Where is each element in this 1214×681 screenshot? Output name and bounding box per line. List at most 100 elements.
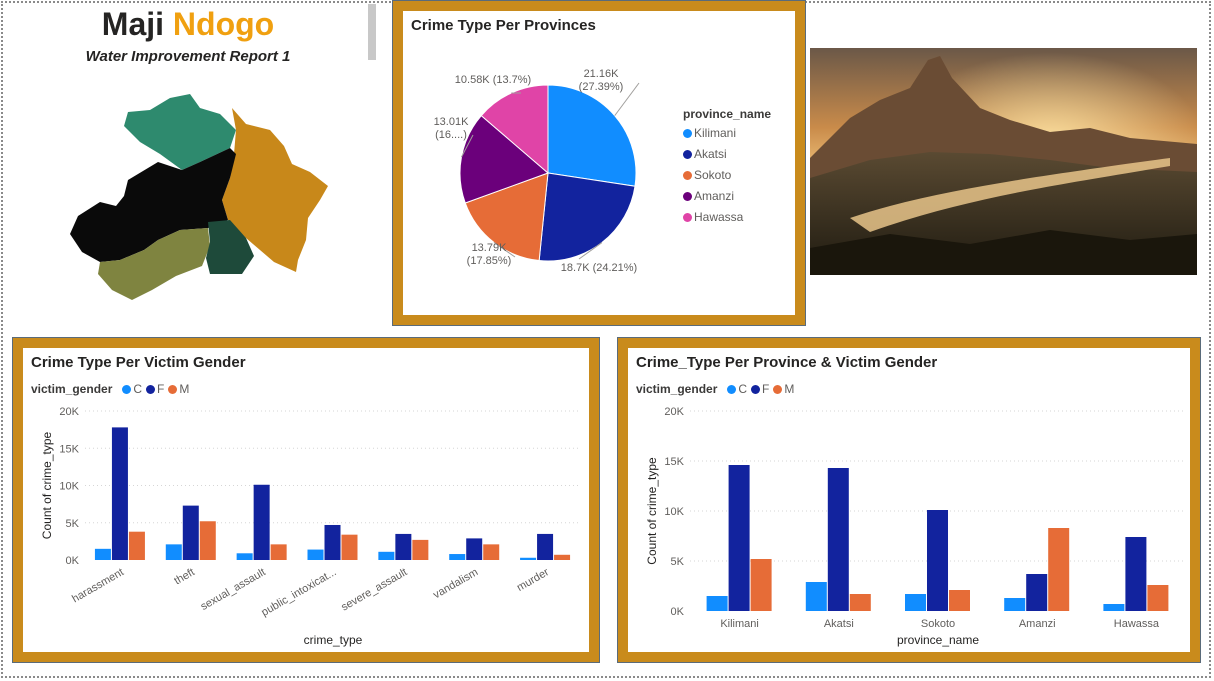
bar2-legend: victim_gender C F M: [636, 382, 794, 396]
bar-C[interactable]: [706, 596, 728, 611]
x-tick-label: Kilimani: [720, 618, 759, 630]
bar-F[interactable]: [1026, 574, 1048, 611]
legend-dot-icon: [773, 385, 783, 395]
bar-M[interactable]: [412, 539, 429, 560]
report-title: Maji Ndogo: [101, 6, 275, 42]
bar-C[interactable]: [378, 551, 395, 560]
legend-label[interactable]: C: [738, 382, 748, 396]
pie-data-label: 18.7K (24.21%): [561, 262, 637, 274]
pie-data-label: 10.58K (13.7%): [455, 74, 531, 86]
bar-F[interactable]: [395, 533, 412, 560]
bar2-title: Crime_Type Per Province & Victim Gender: [636, 354, 938, 371]
bar-F[interactable]: [728, 465, 750, 611]
bar-M[interactable]: [554, 554, 571, 560]
bar-M[interactable]: [849, 594, 871, 611]
legend-label[interactable]: C: [133, 382, 143, 396]
bar-chart-province[interactable]: 0K 5K 10K 15K 20K Kilimani Akatsi Sokoto Amanzi H…: [628, 348, 1192, 654]
pie-data-label: (16....): [435, 129, 467, 141]
bar-chart-crime-type[interactable]: 0K 5K 10K 15K 20K harassment theft sexual_assau…: [23, 348, 591, 654]
pie-legend-label: Akatsi: [694, 147, 727, 161]
bar-C[interactable]: [1103, 604, 1125, 611]
bar-C[interactable]: [520, 557, 537, 560]
bar-F[interactable]: [111, 427, 128, 560]
bar-M[interactable]: [341, 534, 358, 560]
y-tick-label: 20K: [664, 406, 684, 418]
y-tick-label: 0K: [671, 606, 685, 618]
x-tick-label: harassment: [70, 566, 126, 605]
bar-F[interactable]: [537, 533, 554, 560]
bar-F[interactable]: [466, 538, 483, 560]
pie-title: Crime Type Per Provinces: [411, 17, 596, 34]
pie-legend-item[interactable]: Akatsi: [683, 147, 771, 161]
pie-legend-title: province_name: [683, 107, 772, 121]
bar-C[interactable]: [449, 554, 466, 560]
bar-F[interactable]: [827, 468, 849, 611]
map-region-center: [70, 148, 236, 262]
bar-F[interactable]: [1125, 537, 1147, 611]
bar-F[interactable]: [927, 510, 948, 611]
bar-C[interactable]: [165, 544, 182, 560]
bar-M[interactable]: [128, 531, 145, 560]
bar-F[interactable]: [182, 505, 199, 560]
pie-legend-label: Sokoto: [694, 168, 732, 182]
y-tick-label: 0K: [66, 555, 80, 567]
map-region-southwest: [98, 228, 210, 300]
bar1-legend-title: victim_gender: [31, 382, 113, 396]
pie-legend-item[interactable]: Hawassa: [683, 210, 771, 224]
pie-legend-item[interactable]: Amanzi: [683, 189, 771, 203]
bar-C[interactable]: [905, 594, 926, 611]
map-region-north: [124, 94, 236, 170]
x-axis-title: province_name: [897, 633, 979, 647]
y-tick-label: 5K: [671, 556, 685, 568]
pie-leader-line: [493, 242, 516, 258]
pie-legend: province_name Kilimani Akatsi Sokoto Amanzi…: [683, 107, 771, 231]
bar-C[interactable]: [805, 582, 827, 611]
legend-label[interactable]: M: [179, 382, 190, 396]
province-map-icon[interactable]: [60, 90, 340, 305]
bar-C[interactable]: [1004, 598, 1026, 611]
scrollbar-handle[interactable]: [368, 4, 376, 60]
bar-M[interactable]: [199, 521, 216, 560]
bar-M[interactable]: [483, 544, 500, 560]
x-tick-label: Sokoto: [921, 618, 955, 630]
legend-dot-icon: [683, 213, 692, 223]
bar-M[interactable]: [750, 559, 772, 611]
pie-data-label: 21.16K: [584, 68, 620, 80]
bar-M[interactable]: [949, 590, 970, 611]
bar-panel-province[interactable]: Crime_Type Per Province & Victim Gender …: [617, 337, 1201, 663]
bar-C[interactable]: [94, 548, 111, 560]
bar-M[interactable]: [1048, 528, 1070, 611]
map-region-south: [206, 220, 254, 274]
legend-label[interactable]: F: [157, 382, 165, 396]
pie-panel[interactable]: Crime Type Per Provinces 21.16K (27.39%) 1…: [392, 0, 806, 326]
pie-leader-line: [578, 242, 603, 260]
legend-dot-icon: [683, 192, 692, 202]
x-tick-label: vandalism: [431, 566, 480, 601]
bar-M[interactable]: [270, 544, 287, 560]
y-tick-label: 10K: [59, 481, 79, 493]
y-tick-label: 5K: [66, 518, 80, 530]
bar-C[interactable]: [307, 549, 324, 560]
bar-M[interactable]: [1147, 585, 1169, 611]
pie-slice-kilimani[interactable]: [547, 84, 637, 187]
pie-data-label: 13.01K: [434, 116, 470, 128]
pie-chart[interactable]: 21.16K(27.39%) 18.7K (24.21%) 13.79K(17.85…: [403, 11, 797, 317]
legend-dot-icon: [122, 385, 132, 395]
pie-leader-line: [460, 134, 474, 158]
x-tick-label: Akatsi: [824, 618, 854, 630]
legend-label[interactable]: F: [762, 382, 770, 396]
pie-data-label: (17.85%): [467, 255, 512, 267]
x-tick-label: Hawassa: [1114, 618, 1160, 630]
pie-slice-akatsi[interactable]: [538, 172, 636, 262]
bar-panel-gender[interactable]: Crime Type Per Victim Gender victim_gend…: [12, 337, 600, 663]
x-axis-title: crime_type: [304, 633, 363, 647]
bar-C[interactable]: [236, 553, 253, 560]
bar-F[interactable]: [253, 484, 270, 560]
x-tick-label: sexual_assault: [199, 566, 268, 613]
pie-legend-item[interactable]: Kilimani: [683, 126, 771, 140]
legend-label[interactable]: M: [784, 382, 795, 396]
pie-legend-item[interactable]: Sokoto: [683, 168, 771, 182]
legend-dot-icon: [683, 129, 692, 139]
legend-dot-icon: [168, 385, 178, 395]
bar-F[interactable]: [324, 524, 341, 560]
